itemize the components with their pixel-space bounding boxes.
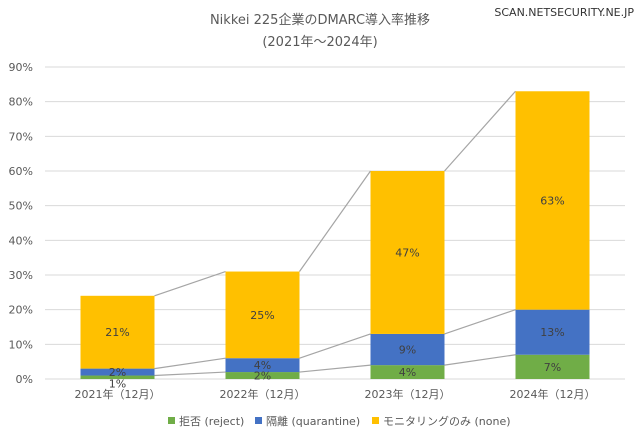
legend-swatch [372, 417, 379, 424]
y-tick-label: 40% [9, 234, 33, 247]
bar-segment [80, 368, 155, 376]
data-label: 13% [540, 326, 564, 339]
bar-segment [370, 171, 445, 334]
series-line [154, 371, 226, 377]
bar-segment [80, 375, 155, 379]
legend-label: 拒否 (reject) [179, 415, 244, 428]
legend-swatch [168, 417, 175, 424]
y-tick-label: 20% [9, 304, 33, 317]
y-tick-label: 70% [9, 130, 33, 143]
data-label: 1% [109, 377, 126, 390]
bar-segment [515, 354, 590, 379]
bar-segment [80, 295, 155, 369]
series-line [444, 90, 516, 172]
watermark: SCAN.NETSECURITY.NE.JP [494, 6, 634, 19]
x-tick-label: 2023年（12月） [365, 387, 451, 401]
data-label: 2% [254, 370, 271, 383]
y-tick-label: 50% [9, 200, 33, 213]
bar-segment [370, 333, 445, 366]
y-tick-label: 60% [9, 165, 33, 178]
data-label: 4% [399, 366, 416, 379]
series-line [299, 364, 371, 373]
series-line [154, 357, 226, 370]
data-label: 63% [540, 194, 564, 207]
bar-segment [370, 365, 445, 379]
data-label: 2% [109, 366, 126, 379]
data-label: 4% [254, 359, 271, 372]
series-line [444, 354, 516, 366]
data-label: 9% [399, 344, 416, 357]
legend-swatch [255, 417, 262, 424]
bar-segment [515, 91, 590, 310]
series-line [154, 270, 226, 297]
legend-label: モニタリングのみ (none) [383, 414, 511, 428]
chart-title: Nikkei 225企業のDMARC導入率推移 [210, 12, 430, 28]
bar-segment [225, 358, 300, 373]
data-label: 7% [544, 361, 561, 374]
legend-label: 隔離 (quarantine) [266, 414, 360, 428]
series-line [299, 333, 371, 359]
x-tick-label: 2024年（12月） [510, 387, 596, 401]
data-label: 47% [395, 246, 419, 259]
series-line [299, 170, 371, 272]
series-line [444, 309, 516, 335]
y-tick-label: 10% [9, 338, 33, 351]
data-label: 25% [250, 309, 274, 322]
data-label: 21% [105, 326, 129, 339]
bar-segment [225, 271, 300, 359]
bar-segment [515, 309, 590, 355]
x-tick-label: 2021年（12月） [75, 387, 161, 401]
chart-subtitle: (2021年～2024年) [262, 35, 377, 50]
y-tick-label: 90% [9, 61, 33, 74]
y-tick-label: 30% [9, 269, 33, 282]
bar-segment [225, 372, 300, 379]
y-tick-label: 80% [9, 96, 33, 109]
y-tick-label: 0% [16, 373, 33, 386]
x-tick-label: 2022年（12月） [220, 387, 306, 401]
